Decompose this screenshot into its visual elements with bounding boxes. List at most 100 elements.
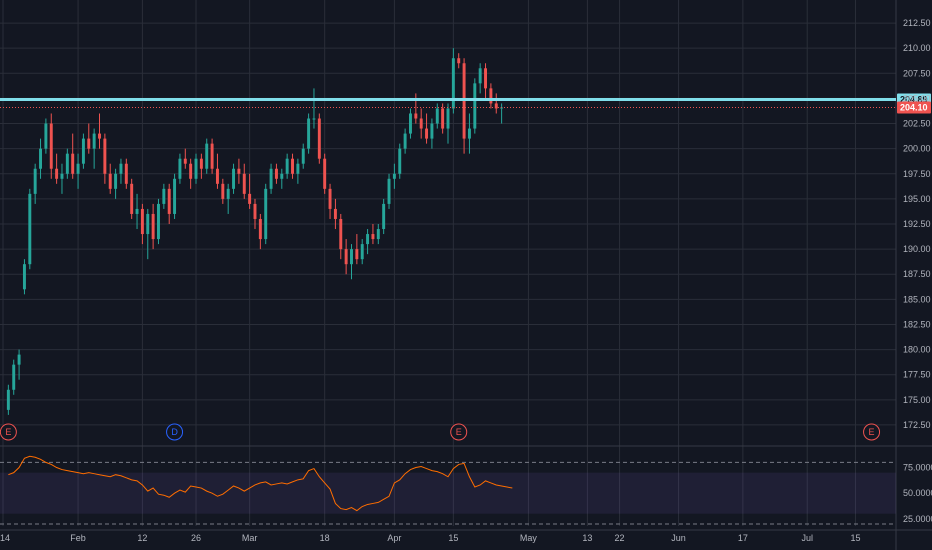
candle	[408, 108, 412, 139]
candle	[242, 163, 246, 199]
candle	[296, 158, 300, 184]
candle	[6, 384, 10, 415]
candle-body	[221, 183, 225, 199]
price-tag-box	[897, 101, 931, 114]
candle	[307, 113, 311, 154]
candle-body	[328, 188, 332, 209]
time-tick-label: 13	[582, 533, 592, 543]
candle-body	[317, 118, 321, 159]
candle	[194, 153, 198, 184]
candle	[226, 183, 230, 214]
candle	[173, 173, 177, 219]
time-tick-label: Jun	[671, 533, 686, 543]
time-tick-label: 14	[0, 533, 10, 543]
candle-body	[307, 118, 311, 149]
time-axis[interactable]: 14 Feb 12 26 Mar 18 Apr 15 May 13 22 Jun 17 Jul 15	[0, 533, 860, 543]
candle	[135, 193, 139, 230]
candle	[425, 113, 429, 144]
candle-body	[242, 173, 246, 194]
candle-body	[258, 218, 262, 240]
candle-body	[76, 163, 80, 174]
price-tick-label: 182.50	[903, 319, 931, 329]
candle	[183, 148, 187, 169]
candle	[366, 229, 370, 255]
price-axis[interactable]: 172.50 175.00 177.50 180.00 182.50 185.00 187.…	[903, 18, 931, 430]
candle-body	[323, 158, 327, 189]
time-tick-label: 18	[320, 533, 330, 543]
candle-body	[178, 158, 182, 179]
event-marker[interactable]: E	[863, 423, 881, 441]
candle	[44, 118, 48, 154]
candle	[221, 178, 225, 204]
candle-body	[489, 88, 493, 104]
candle	[258, 213, 262, 250]
candle	[114, 168, 118, 199]
candle	[339, 213, 343, 260]
candle-body	[215, 168, 219, 184]
event-marker-label: E	[5, 427, 11, 437]
rsi-axis[interactable]: 25.0000 50.0000 75.0000	[903, 463, 932, 524]
candle	[55, 153, 59, 184]
event-marker-label: D	[171, 427, 178, 437]
candle	[398, 143, 402, 179]
price-tick-label: 175.00	[903, 395, 931, 405]
candle-body	[210, 143, 214, 169]
candlestick-series	[6, 48, 504, 415]
candle-body	[457, 58, 461, 64]
candle-body	[312, 118, 316, 120]
candle-body	[151, 213, 155, 240]
candle	[151, 203, 155, 250]
candle-body	[419, 118, 423, 129]
candle-body	[478, 68, 482, 84]
candle	[280, 168, 284, 189]
event-marker[interactable]: D	[166, 423, 184, 441]
rsi-band	[0, 472, 896, 514]
candle	[446, 103, 450, 144]
event-marker[interactable]: E	[0, 423, 17, 441]
candle-body	[103, 138, 107, 174]
candle	[81, 133, 85, 169]
candle	[108, 163, 112, 194]
candle	[419, 108, 423, 139]
event-marker[interactable]: E	[450, 423, 468, 441]
candle-body	[199, 158, 203, 169]
candle-body	[494, 103, 498, 109]
price-tick-label: 192.50	[903, 219, 931, 229]
candle-body	[108, 173, 112, 189]
price-tick-label: 200.00	[903, 144, 931, 154]
candle-body	[39, 148, 43, 169]
candle	[403, 128, 407, 154]
price-tag-label: 204.10	[900, 102, 928, 112]
price-tick-label: 172.50	[903, 420, 931, 430]
candle-body	[44, 123, 48, 149]
price-tick-label: 212.50	[903, 18, 931, 28]
candle	[140, 203, 144, 245]
candle-body	[162, 188, 166, 204]
rsi-pane[interactable]	[0, 455, 896, 525]
candle-body	[173, 178, 177, 214]
candle-body	[130, 183, 134, 214]
rsi-tick-label: 25.0000	[903, 514, 932, 524]
candle	[146, 208, 150, 260]
time-tick-label: May	[520, 533, 538, 543]
candle-body	[167, 188, 171, 214]
candle	[473, 78, 477, 134]
candle-body	[22, 264, 26, 290]
candle-body	[33, 168, 37, 194]
candle-body	[6, 389, 10, 410]
candle-body	[291, 158, 294, 174]
candle	[264, 183, 268, 245]
rsi-tick-label: 50.0000	[903, 488, 932, 498]
candle	[189, 158, 193, 189]
candle-body	[446, 108, 450, 129]
candle-body	[264, 188, 268, 240]
candle-body	[114, 173, 118, 189]
price-tag-label: 204.89	[900, 95, 928, 105]
candle	[430, 118, 434, 149]
candle-body	[12, 364, 16, 390]
candle	[355, 234, 359, 265]
